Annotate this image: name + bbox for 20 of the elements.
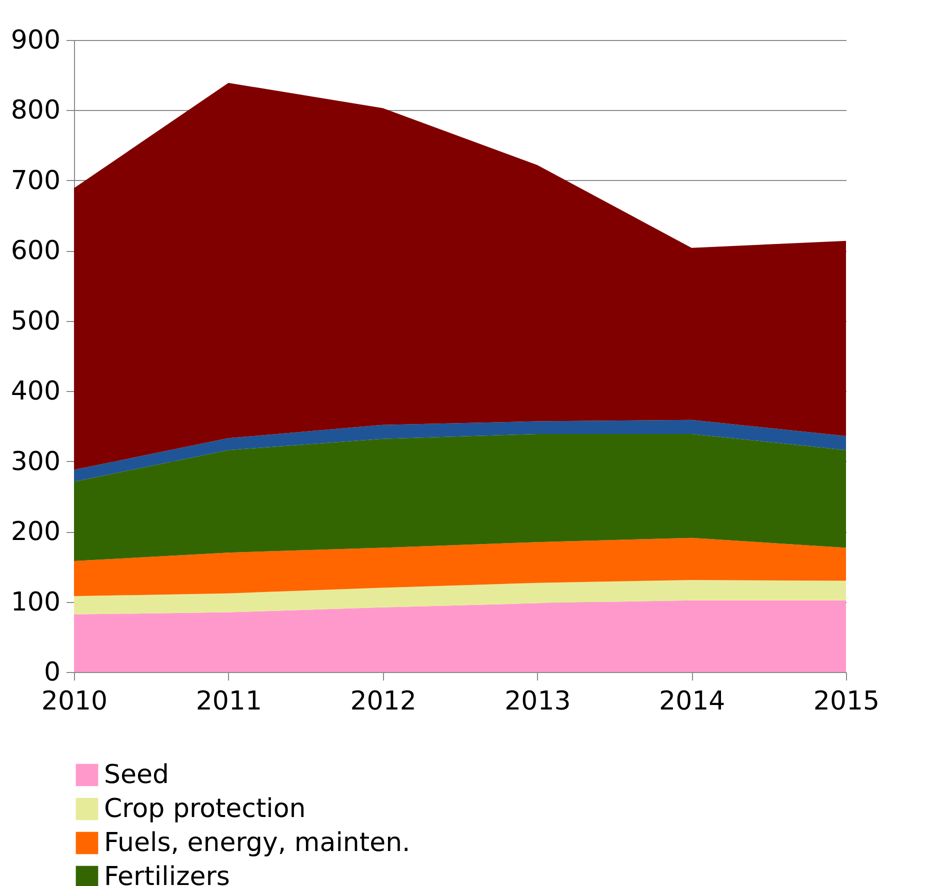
x-tick-label: 2013 xyxy=(504,686,571,716)
y-tick-label: 800 xyxy=(10,96,60,126)
x-tick-label: 2011 xyxy=(196,686,262,716)
x-tick-label: 2015 xyxy=(813,686,880,716)
legend-label: Fertilizers xyxy=(104,862,230,886)
y-tick-label: 500 xyxy=(10,306,60,336)
legend-label: Fuels, energy, mainten. xyxy=(104,828,410,858)
y-tick-label: 700 xyxy=(10,166,60,196)
y-tick-label: 600 xyxy=(10,236,60,266)
y-tick-label: 200 xyxy=(10,517,60,548)
x-tick-label: 2010 xyxy=(41,686,108,716)
y-tick-label: 900 xyxy=(10,26,60,56)
y-tick-label: 100 xyxy=(10,587,60,618)
y-tick-label: 300 xyxy=(10,446,60,477)
x-tick-label: 2014 xyxy=(659,686,726,716)
legend-label: Crop protection xyxy=(104,794,306,824)
y-tick-label: 400 xyxy=(10,376,60,407)
y-tick-label: 0 xyxy=(44,658,60,688)
x-tick-label: 2012 xyxy=(350,686,416,716)
legend-label: Seed xyxy=(104,760,169,790)
